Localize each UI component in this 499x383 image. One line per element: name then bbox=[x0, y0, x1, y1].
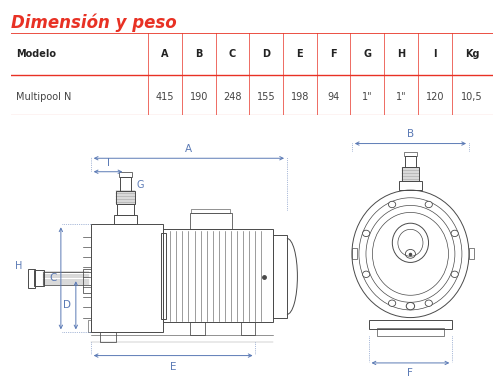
Circle shape bbox=[451, 271, 458, 278]
Text: 1": 1" bbox=[362, 92, 373, 102]
Text: 248: 248 bbox=[223, 92, 242, 102]
Bar bbox=[28, 269, 35, 288]
Bar bbox=[100, 332, 116, 342]
Bar bbox=[399, 181, 422, 190]
Bar bbox=[191, 208, 230, 213]
Text: G: G bbox=[136, 180, 144, 190]
Bar bbox=[88, 320, 91, 332]
Bar bbox=[369, 320, 452, 329]
Text: A: A bbox=[185, 144, 193, 154]
Bar bbox=[402, 167, 419, 181]
Text: A: A bbox=[161, 49, 169, 59]
Text: C: C bbox=[49, 273, 56, 283]
Text: I: I bbox=[106, 158, 110, 168]
Bar bbox=[352, 249, 357, 259]
Text: E: E bbox=[296, 49, 303, 59]
Bar bbox=[161, 233, 166, 319]
Circle shape bbox=[425, 201, 433, 208]
Text: E: E bbox=[170, 362, 177, 372]
Bar bbox=[273, 236, 287, 318]
Text: G: G bbox=[363, 49, 371, 59]
Text: 10,5: 10,5 bbox=[461, 92, 483, 102]
Bar bbox=[163, 229, 273, 322]
Text: Modelo: Modelo bbox=[16, 49, 56, 59]
Text: D: D bbox=[262, 49, 270, 59]
Text: 120: 120 bbox=[426, 92, 444, 102]
Bar bbox=[469, 249, 474, 259]
Bar bbox=[91, 224, 163, 332]
Text: H: H bbox=[397, 49, 405, 59]
Circle shape bbox=[388, 300, 396, 306]
Text: 1": 1" bbox=[396, 92, 406, 102]
Bar bbox=[405, 156, 416, 167]
Circle shape bbox=[406, 303, 415, 310]
Bar bbox=[190, 322, 205, 335]
Text: Multipool N: Multipool N bbox=[16, 92, 71, 102]
Bar bbox=[117, 204, 134, 215]
Bar bbox=[404, 152, 417, 156]
Text: I: I bbox=[433, 49, 437, 59]
Bar bbox=[43, 272, 91, 285]
Circle shape bbox=[388, 201, 396, 208]
Text: D: D bbox=[63, 300, 71, 310]
Bar bbox=[114, 215, 137, 224]
Text: 94: 94 bbox=[327, 92, 340, 102]
Bar bbox=[241, 322, 255, 335]
Bar bbox=[377, 328, 444, 336]
Bar bbox=[120, 177, 131, 191]
Text: 198: 198 bbox=[291, 92, 309, 102]
Text: 415: 415 bbox=[156, 92, 174, 102]
Circle shape bbox=[425, 300, 433, 306]
Text: F: F bbox=[330, 49, 337, 59]
Text: B: B bbox=[407, 129, 414, 139]
Bar bbox=[34, 270, 44, 286]
Text: H: H bbox=[14, 261, 22, 271]
Text: 155: 155 bbox=[257, 92, 275, 102]
Text: C: C bbox=[229, 49, 236, 59]
Bar bbox=[116, 191, 135, 204]
Circle shape bbox=[451, 230, 458, 237]
Circle shape bbox=[363, 271, 370, 278]
Text: Kg: Kg bbox=[465, 49, 480, 59]
Text: Dimensión y peso: Dimensión y peso bbox=[11, 13, 177, 32]
Text: B: B bbox=[195, 49, 203, 59]
Text: F: F bbox=[408, 368, 413, 378]
Bar bbox=[190, 213, 232, 229]
Bar bbox=[83, 268, 91, 293]
Circle shape bbox=[363, 230, 370, 237]
Text: 190: 190 bbox=[190, 92, 208, 102]
Bar bbox=[119, 172, 132, 177]
